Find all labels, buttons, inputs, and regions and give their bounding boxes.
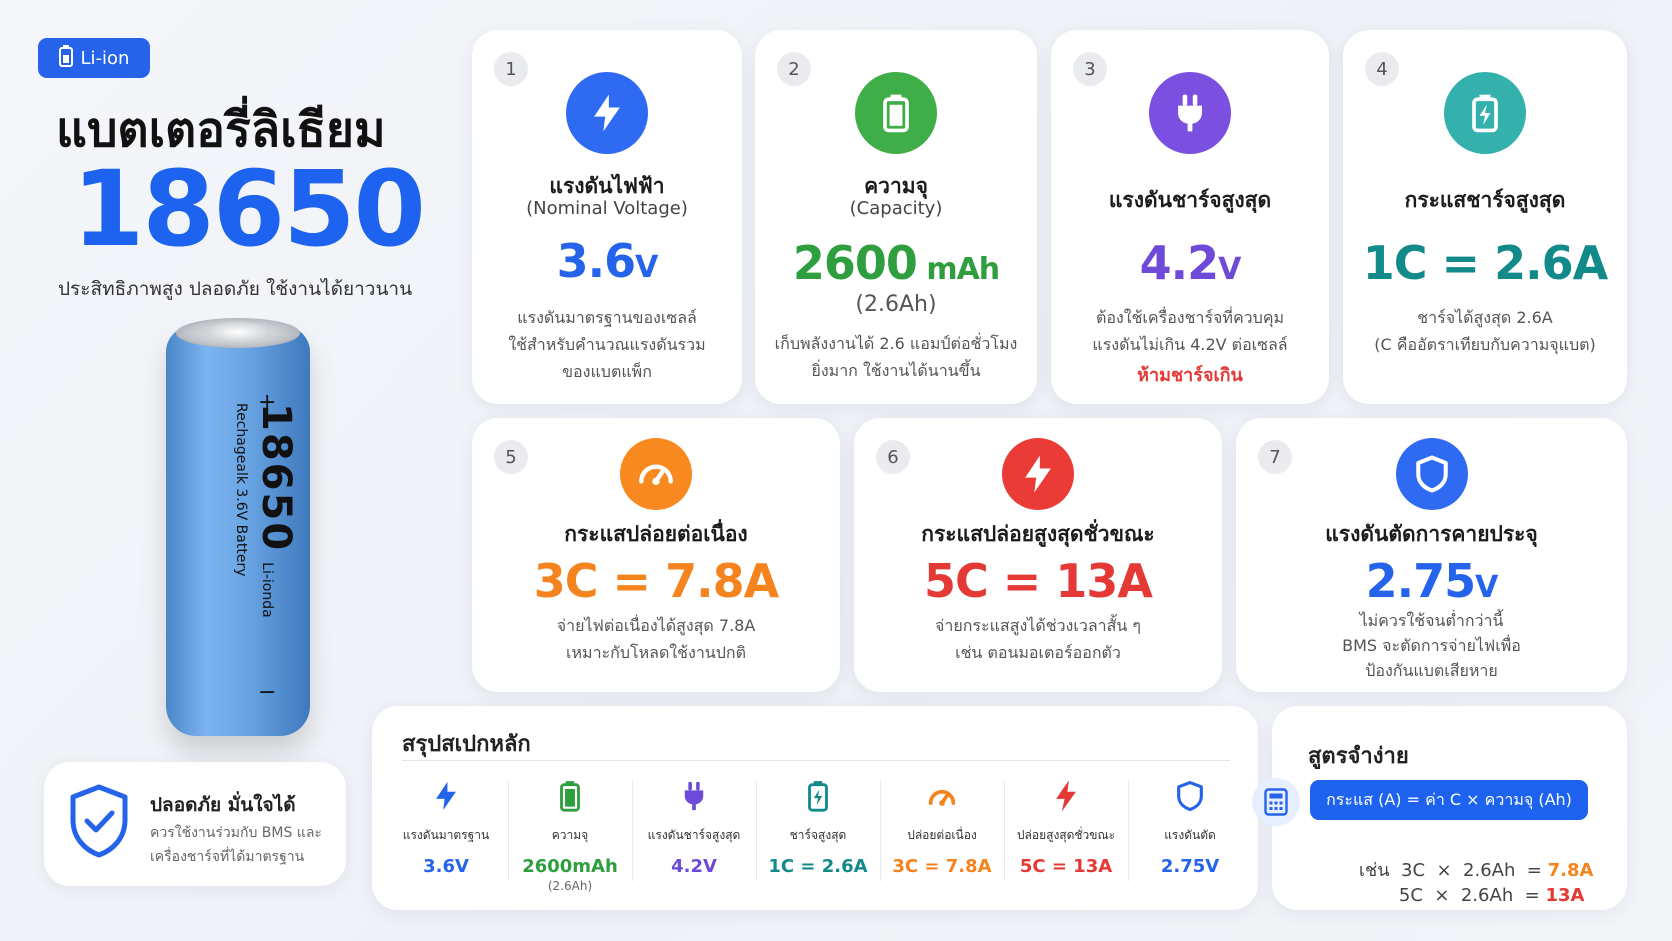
calculator-icon xyxy=(1252,778,1300,826)
battery-small-icon xyxy=(58,44,73,72)
card-number: 1 xyxy=(494,52,528,86)
plug-icon xyxy=(632,776,756,816)
card-title: กระแสปล่อยต่อเนื่อง xyxy=(564,522,748,546)
card-description: จ่ายไฟต่อเนื่องได้สูงสุด 7.8A เหมาะกับโหล… xyxy=(556,616,756,662)
card-description: เก็บพลังงานได้ 2.6 แอมป์ต่อชั่วโมง ยิ่งมา… xyxy=(774,334,1018,380)
lightning-icon xyxy=(566,72,648,154)
safety-line-1: ควรใช้งานร่วมกับ BMS และ xyxy=(150,825,322,841)
card-title: แรงดันไฟฟ้า xyxy=(549,174,665,198)
charging-battery-icon xyxy=(756,776,880,816)
spec-card-capacity: 2 ความจุ (Capacity) 2600 mAh (2.6Ah) เก็… xyxy=(755,30,1037,404)
speedometer-icon xyxy=(620,438,692,510)
card-number: 3 xyxy=(1073,52,1107,86)
battery-desc-label: Rechagealk 3.6V Battery xyxy=(233,403,249,577)
card-value: 3.6V xyxy=(556,234,659,288)
li-ion-badge: Li-ion xyxy=(38,38,150,78)
formula-title: สูตรจำง่าย xyxy=(1308,744,1409,769)
spec-card-continuous-discharge: 5 กระแสปล่อยต่อเนื่อง 3C = 7.8A จ่ายไฟต่… xyxy=(472,418,840,692)
card-description: ต้องใช้เครื่องชาร์จที่ควบคุม แรงดันไม่เกิ… xyxy=(1092,308,1288,354)
card-title: กระแสปล่อยสูงสุดชั่วขณะ xyxy=(921,522,1155,546)
warning-text: ห้ามชาร์จเกิน xyxy=(1137,365,1243,386)
formula-box: กระแส (A) = ค่า C × ความจุ (Ah) xyxy=(1310,780,1588,820)
lightning-burst-icon xyxy=(1002,438,1074,510)
safety-title: ปลอดภัย มั่นใจได้ xyxy=(150,794,296,816)
formula-example-1: เช่น 3C × 2.6Ah = 7.8A xyxy=(1358,860,1594,881)
battery-icon xyxy=(508,776,632,816)
shield-icon xyxy=(1128,776,1252,816)
tagline: ประสิทธิภาพสูง ปลอดภัย ใช้งานได้ยาวนาน xyxy=(58,278,413,300)
card-value-secondary: (2.6Ah) xyxy=(855,292,937,317)
card-title: แรงดันตัดการคายประจุ xyxy=(1325,522,1538,546)
card-number: 4 xyxy=(1365,52,1399,86)
badge-label: Li-ion xyxy=(80,47,130,69)
card-description: ชาร์จได้สูงสุด 2.6A (C คืออัตราเทียบกับคว… xyxy=(1374,308,1596,354)
summary-item-continuous-discharge: ปล่อยต่อเนื่อง 3C = 7.8A xyxy=(880,776,1004,891)
lightning-burst-icon xyxy=(1004,776,1128,816)
card-title: แรงดันชาร์จสูงสุด xyxy=(1108,188,1272,212)
card-value: 5C = 13A xyxy=(924,554,1153,608)
spec-card-peak-discharge: 6 กระแสปล่อยสูงสุดชั่วขณะ 5C = 13A จ่ายก… xyxy=(854,418,1222,692)
page-title: แบตเตอรี่ลิเธียม xyxy=(56,102,386,158)
charging-battery-icon xyxy=(1444,72,1526,154)
summary-item-voltage: แรงดันมาตรฐาน 3.6V xyxy=(384,776,508,891)
card-subtitle: (Nominal Voltage) xyxy=(526,198,688,219)
spec-card-cutoff-voltage: 7 แรงดันตัดการคายประจุ 2.75V ไม่ควรใช้จน… xyxy=(1236,418,1627,692)
card-value: 2.75V xyxy=(1365,554,1499,608)
card-number: 6 xyxy=(876,440,910,474)
card-value: 3C = 7.8A xyxy=(533,554,779,608)
summary-item-charge-voltage: แรงดันชาร์จสูงสุด 4.2V xyxy=(632,776,756,891)
spec-card-max-charge-voltage: 3 แรงดันชาร์จสูงสุด 4.2V ต้องใช้เครื่องช… xyxy=(1051,30,1329,404)
card-number: 5 xyxy=(494,440,528,474)
battery-type-label: Li-ionda xyxy=(259,562,275,618)
card-description: ไม่ควรใช้จนต่ำกว่านี้ BMS จะตัดการจ่ายไฟเ… xyxy=(1342,611,1521,680)
card-value: 1C = 2.6A xyxy=(1362,236,1608,290)
card-value: 2600 mAh xyxy=(792,236,1000,290)
summary-title: สรุปสเปกหลัก xyxy=(402,732,531,757)
summary-item-charge-current: ชาร์จสูงสุด 1C = 2.6A xyxy=(756,776,880,891)
formula-panel: สูตรจำง่าย กระแส (A) = ค่า C × ความจุ (A… xyxy=(1252,706,1627,910)
shield-check-icon xyxy=(68,784,130,862)
example-1-result: 7.8A xyxy=(1547,860,1594,881)
card-title: ความจุ xyxy=(864,174,928,198)
card-description: จ่ายกระแสสูงได้ช่วงเวลาสั้น ๆเช่น ตอนมอเ… xyxy=(935,616,1141,662)
model-number: 18650 xyxy=(72,148,426,270)
speedometer-icon xyxy=(880,776,1004,816)
card-description: แรงดันมาตรฐานของเซลล์ ใช้สำหรับคำนวณแรงดั… xyxy=(508,308,706,381)
battery-illustration: + − 18650 Li-ionda Rechagealk 3.6V Batte… xyxy=(166,318,310,740)
summary-item-peak-discharge: ปล่อยสูงสุดชั่วขณะ 5C = 13A xyxy=(1004,776,1128,891)
card-number: 7 xyxy=(1258,440,1292,474)
spec-card-nominal-voltage: 1 แรงดันไฟฟ้า (Nominal Voltage) 3.6V แรง… xyxy=(472,30,742,404)
spec-card-max-charge-current: 4 กระแสชาร์จสูงสุด 1C = 2.6A ชาร์จได้สูง… xyxy=(1343,30,1627,404)
lightning-icon xyxy=(384,776,508,816)
card-number: 2 xyxy=(777,52,811,86)
battery-model-label: 18650 xyxy=(253,403,299,553)
battery-plus: + xyxy=(258,390,277,415)
safety-line-2: เครื่องชาร์จที่ได้มาตรฐาน xyxy=(150,849,305,865)
shield-icon xyxy=(1395,438,1468,510)
summary-item-cutoff-voltage: แรงดันตัด 2.75V xyxy=(1128,776,1252,891)
safety-card: ปลอดภัย มั่นใจได้ ควรใช้งานร่วมกับ BMS แ… xyxy=(44,762,346,886)
example-2-result: 13A xyxy=(1545,885,1585,906)
formula-example-2: 5C × 2.6Ah = 13A xyxy=(1398,885,1585,906)
summary-panel: สรุปสเปกหลัก แรงดันมาตรฐาน 3.6V ความจุ 2… xyxy=(372,706,1258,910)
card-title: กระแสชาร์จสูงสุด xyxy=(1404,188,1566,212)
card-value: 4.2V xyxy=(1139,236,1242,290)
plug-icon xyxy=(1149,72,1231,154)
summary-item-capacity: ความจุ 2600mAh (2.6Ah) xyxy=(508,776,632,893)
battery-icon xyxy=(855,72,937,154)
battery-minus: − xyxy=(258,680,277,705)
card-subtitle: (Capacity) xyxy=(849,198,943,219)
